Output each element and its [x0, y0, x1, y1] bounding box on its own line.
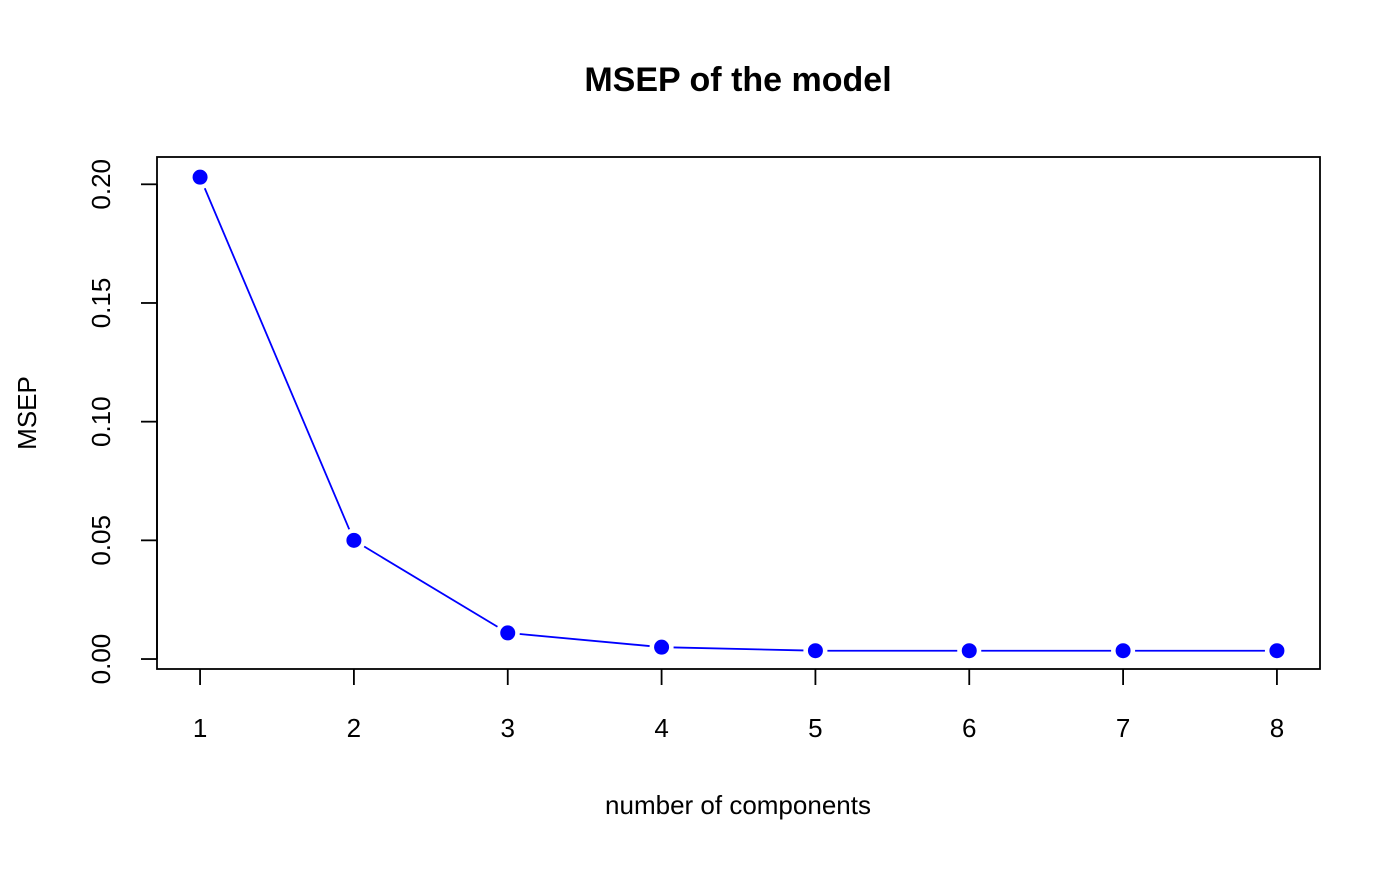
data-point [1115, 643, 1131, 659]
y-tick-label: 0.15 [86, 278, 116, 329]
x-tick-label: 7 [1116, 713, 1130, 743]
data-point [807, 643, 823, 659]
data-point [1269, 643, 1285, 659]
data-point [961, 643, 977, 659]
chart-title: MSEP of the model [584, 61, 891, 99]
y-tick-label: 0.00 [86, 634, 116, 685]
x-tick-label: 5 [808, 713, 822, 743]
series-layer [192, 169, 1285, 659]
y-tick-label: 0.10 [86, 396, 116, 447]
plot-frame [156, 156, 1321, 670]
x-tick-label: 6 [962, 713, 976, 743]
data-point [500, 625, 516, 641]
data-point [192, 169, 208, 185]
y-tick-label: 0.20 [86, 159, 116, 210]
x-tick-label: 3 [501, 713, 515, 743]
x-tick-label: 1 [193, 713, 207, 743]
x-tick-label: 4 [654, 713, 668, 743]
x-tick-label: 2 [347, 713, 361, 743]
series-line-segment [519, 633, 650, 647]
data-point [654, 639, 670, 655]
x-axis-label: number of components [605, 790, 871, 820]
data-point [346, 532, 362, 548]
y-axis-label: MSEP [12, 376, 42, 450]
series-line-segment [673, 646, 804, 652]
series-line-segment [363, 545, 498, 628]
x-tick-label: 8 [1270, 713, 1284, 743]
y-tick-label: 0.05 [86, 515, 116, 566]
y-axis: 0.00 0.05 0.10 0.15 0.20 [86, 159, 158, 685]
series-line-segment [203, 187, 351, 530]
x-axis: 1 2 3 4 5 6 7 8 [193, 669, 1284, 743]
